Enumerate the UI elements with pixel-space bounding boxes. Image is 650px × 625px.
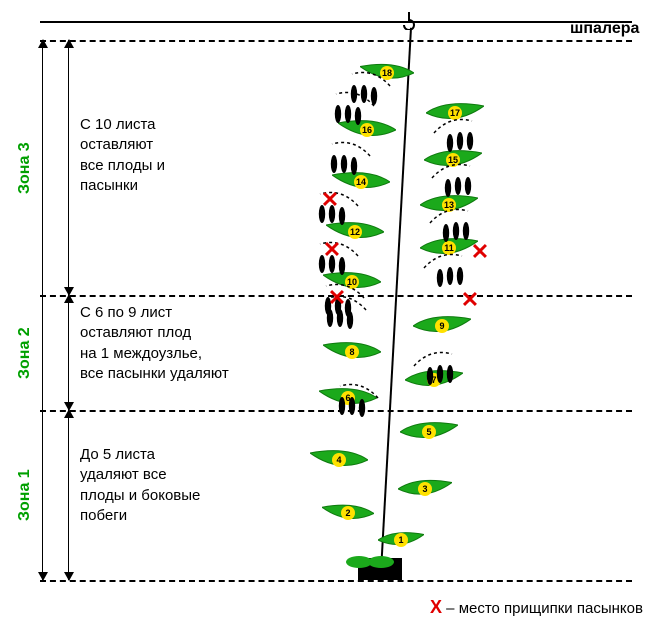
fruit-cluster bbox=[324, 378, 380, 427]
pinch-mark: ✕ bbox=[323, 237, 341, 263]
zone-label-3: Зона 3 bbox=[16, 133, 34, 203]
leaf-9: 9 bbox=[413, 312, 471, 340]
leaf-number: 2 bbox=[341, 506, 355, 520]
legend: X – место прищипки пасынков bbox=[430, 597, 643, 618]
zone-label-1: Зона 1 bbox=[16, 460, 34, 530]
zone-label-2: Зона 2 bbox=[16, 318, 34, 388]
leaf-5: 5 bbox=[400, 418, 458, 446]
pinch-mark: ✕ bbox=[321, 187, 339, 213]
zone-arrow-1 bbox=[68, 410, 69, 580]
leaf-3: 3 bbox=[398, 476, 452, 502]
leaf-8: 8 bbox=[323, 338, 381, 366]
zone-desc-2: С 6 по 9 лист оставляют плод на 1 междоу… bbox=[80, 303, 229, 384]
zone-desc-3: С 10 листа оставляют все плоды и пасынки bbox=[80, 115, 165, 196]
leaf-number: 3 bbox=[418, 482, 432, 496]
fruit-cluster bbox=[412, 346, 468, 395]
leaf-4: 4 bbox=[310, 446, 368, 474]
zone-desc-1: До 5 листа удаляют все плоды и боковые п… bbox=[80, 445, 200, 526]
fruit-cluster bbox=[316, 136, 372, 185]
leaf-number: 5 bbox=[422, 425, 436, 439]
diagram-stage: { "canvas": { "w": 650, "h": 625, "bg": … bbox=[0, 0, 650, 625]
zone-divider bbox=[40, 580, 632, 582]
base-leaf bbox=[345, 554, 395, 575]
trellis-label: шпалера bbox=[570, 20, 639, 38]
full-height-arrow bbox=[42, 40, 43, 580]
leaf-number: 8 bbox=[345, 345, 359, 359]
leaf-1: 1 bbox=[378, 529, 424, 551]
x-mark-icon: X bbox=[430, 597, 442, 617]
leaf-number: 1 bbox=[394, 533, 408, 547]
trellis-wire bbox=[40, 21, 632, 23]
leaf-number: 4 bbox=[332, 453, 346, 467]
leaf-number: 9 bbox=[435, 319, 449, 333]
pinch-mark: ✕ bbox=[471, 239, 489, 265]
zone-divider bbox=[40, 40, 632, 42]
fruit-cluster bbox=[430, 158, 486, 207]
fruit-cluster bbox=[336, 66, 392, 115]
pinch-mark: ✕ bbox=[328, 285, 346, 311]
zone-arrow-2 bbox=[68, 295, 69, 410]
leaf-2: 2 bbox=[322, 501, 374, 526]
pinch-mark: ✕ bbox=[461, 287, 479, 313]
fruit-cluster bbox=[432, 113, 488, 162]
zone-arrow-3 bbox=[68, 40, 69, 295]
legend-text: – место прищипки пасынков bbox=[442, 600, 643, 617]
